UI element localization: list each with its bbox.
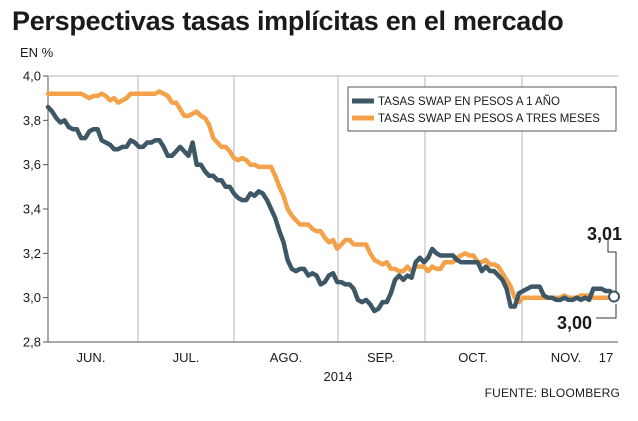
callout-3-months-value: 3,00 (557, 313, 592, 333)
chart-axes: 4,0 3,8 3,6 3,4 3,2 3,0 2,8 JUN. JUL. AGO. SEP. OCT… (23, 69, 618, 384)
y-tick-label: 3,6 (23, 157, 41, 172)
series-line-3-months (45, 89, 617, 305)
x-month-label: AGO. (270, 350, 303, 365)
y-unit-label: EN % (20, 45, 54, 60)
x-month-label: JUL. (173, 350, 200, 365)
x-month-label: NOV. (551, 350, 582, 365)
x-end-day-label: 17 (599, 350, 613, 365)
x-month-label: JUN. (77, 350, 106, 365)
y-tick-label: 3,4 (23, 202, 41, 217)
y-tick-label: 4,0 (23, 69, 41, 84)
callout-leader-1-year (607, 240, 617, 292)
chart-legend: TASAS SWAP EN PESOS A 1 AÑO TASAS SWAP EN… (347, 86, 617, 132)
chart-title: Perspectivas tasas implícitas en el merc… (12, 6, 564, 36)
legend-label: TASAS SWAP EN PESOS A 1 AÑO (378, 95, 560, 108)
legend-label: TASAS SWAP EN PESOS A TRES MESES (378, 113, 600, 125)
chart-callouts: 3,01 3,00 (557, 224, 622, 333)
legend-box (347, 86, 617, 132)
y-tick-label: 3,0 (23, 290, 41, 305)
x-month-label: SEP. (367, 350, 395, 365)
x-year-label: 2014 (324, 369, 353, 384)
x-month-label: OCT. (458, 350, 488, 365)
callout-1-year-value: 3,01 (587, 224, 622, 244)
y-tick-label: 2,8 (23, 335, 41, 350)
series-line-1-year (45, 104, 617, 314)
y-tick-label: 3,8 (23, 113, 41, 128)
source-note: FUENTE: BLOOMBERG (484, 386, 620, 400)
y-tick-label: 3,2 (23, 246, 41, 261)
end-point-marker (608, 290, 620, 303)
series-layer (45, 89, 620, 314)
callout-leader-3-months (596, 304, 617, 319)
